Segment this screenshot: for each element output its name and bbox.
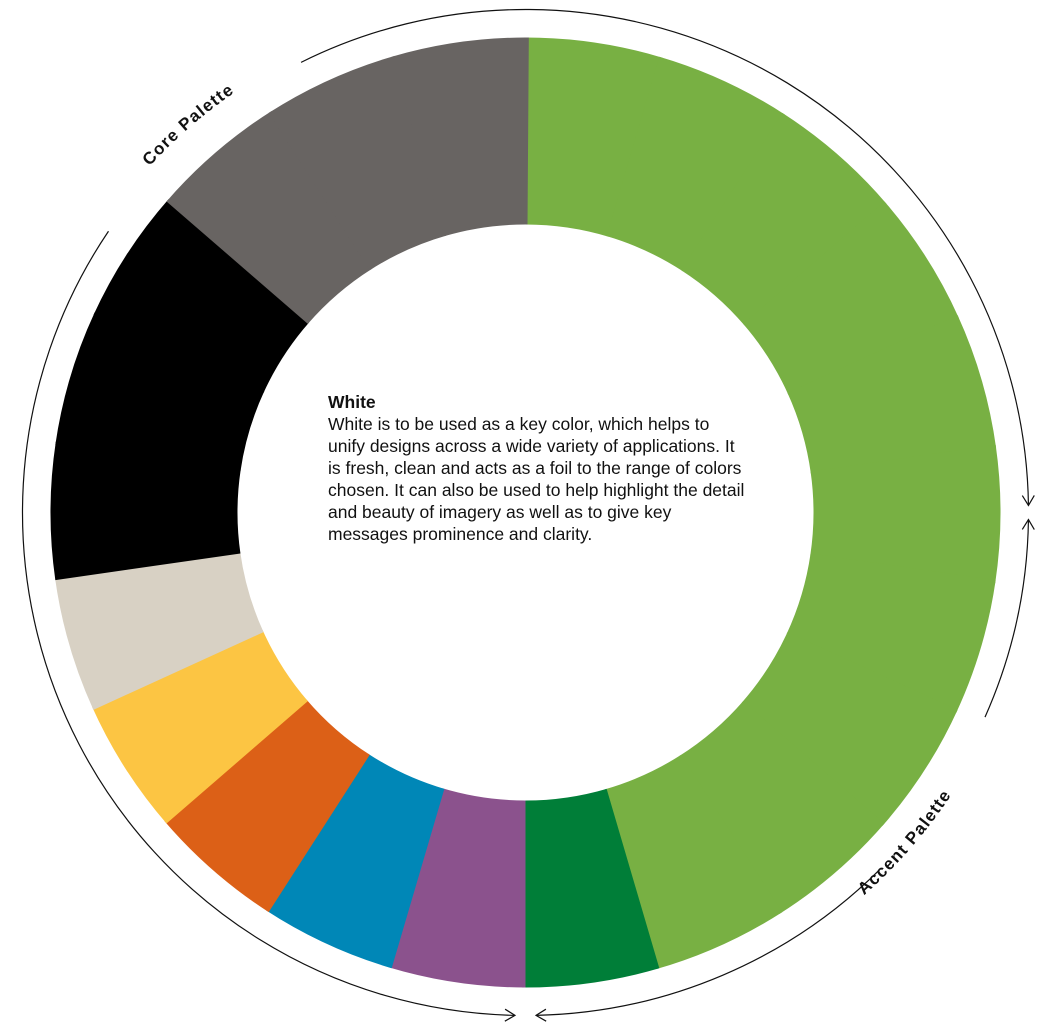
color-description-text: White is to be used as a key color, whic… xyxy=(328,414,745,544)
segment-grey-2 xyxy=(268,55,447,271)
segment-grey-3 xyxy=(391,37,529,237)
segment-green-5 xyxy=(787,315,997,474)
segment-dark-green xyxy=(522,788,660,988)
arrowhead xyxy=(1021,495,1035,507)
segment-green-10 xyxy=(604,754,783,970)
arrowhead xyxy=(504,1008,517,1022)
segment-beige xyxy=(54,551,264,710)
segment-green-3 xyxy=(681,112,887,326)
segment-black-1 xyxy=(50,441,241,581)
segment-orange xyxy=(164,699,370,913)
segment-purple xyxy=(388,788,526,988)
palette-boundary-arc xyxy=(21,8,1030,1016)
segment-black-3 xyxy=(93,198,310,393)
color-title: White xyxy=(328,392,376,412)
segment-grey-1 xyxy=(166,111,372,324)
segment-green-6 xyxy=(810,444,1001,584)
segment-green-9 xyxy=(679,701,885,914)
segment-black-2 xyxy=(55,312,265,472)
segment-yellow xyxy=(92,630,308,824)
arrowhead xyxy=(1021,518,1035,530)
segment-green-4 xyxy=(743,201,959,395)
segment-green-2 xyxy=(606,56,786,272)
color-description: White White is to be used as a key color… xyxy=(328,391,748,545)
segment-blue xyxy=(265,753,445,969)
segment-green-8 xyxy=(741,632,958,827)
segment-green-7 xyxy=(786,553,996,713)
arrowhead xyxy=(534,1008,547,1022)
palette-segments xyxy=(50,37,1001,988)
boundary-arrows xyxy=(504,495,1035,1022)
segment-green-1 xyxy=(525,37,663,237)
